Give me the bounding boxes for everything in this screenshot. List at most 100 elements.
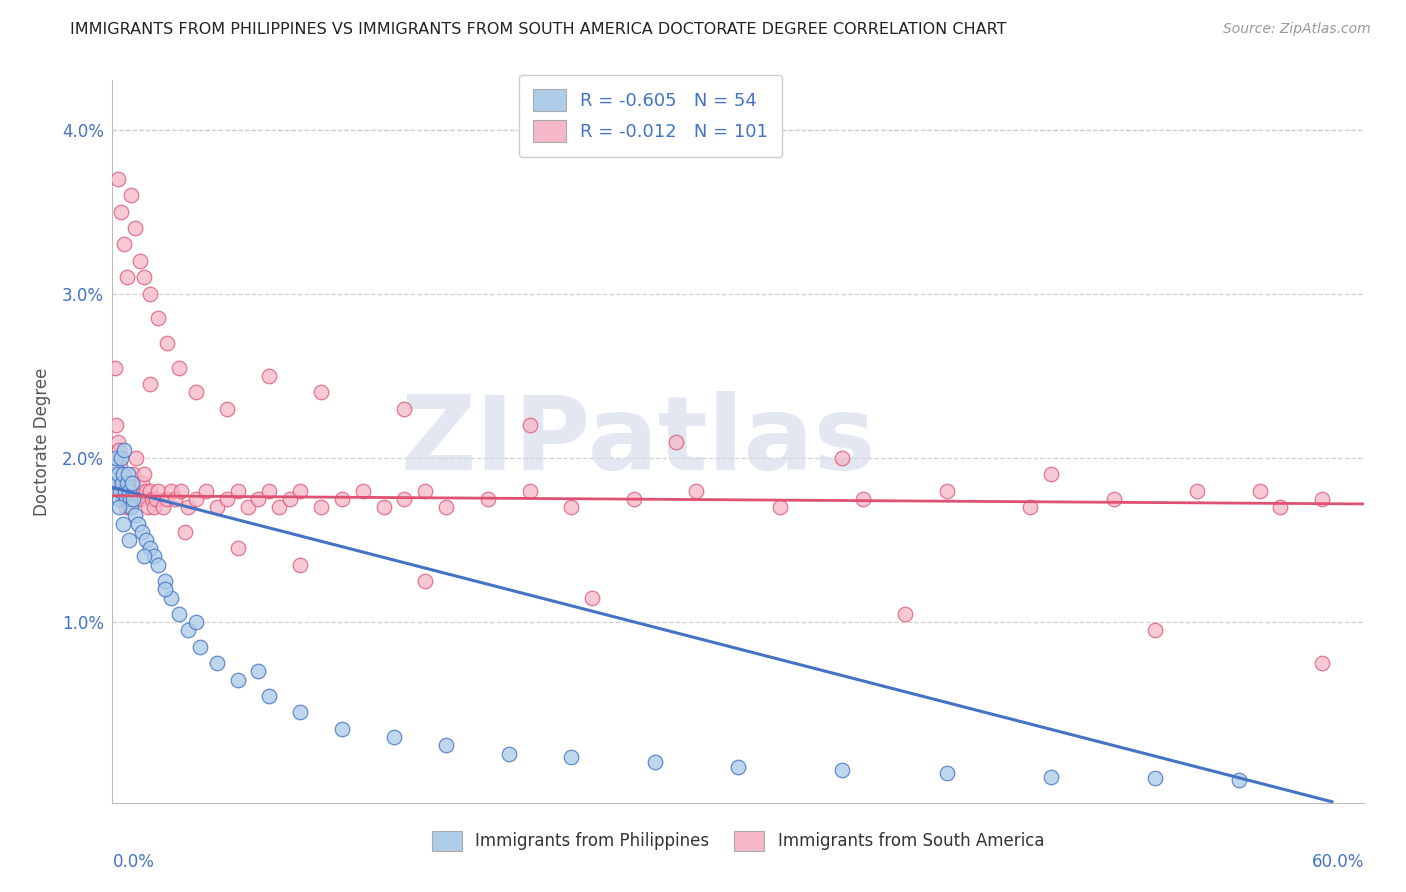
Point — [127, 483, 149, 498]
Point — [664, 434, 686, 449]
Point — [111, 475, 134, 490]
Point — [217, 491, 239, 506]
Point — [1227, 772, 1250, 787]
Point — [110, 450, 132, 465]
Point — [124, 491, 146, 506]
Point — [176, 500, 198, 515]
Point — [290, 483, 312, 498]
Point — [105, 475, 128, 490]
Point — [132, 549, 155, 564]
Point — [434, 739, 457, 753]
Point — [330, 491, 353, 506]
Point — [121, 475, 143, 490]
Point — [163, 491, 186, 506]
Point — [127, 516, 149, 531]
Point — [120, 500, 142, 515]
Point — [120, 491, 142, 506]
Point — [156, 336, 179, 351]
Point — [1144, 771, 1167, 785]
Text: 0.0%: 0.0% — [112, 854, 155, 871]
Point — [1019, 500, 1042, 515]
Point — [236, 500, 259, 515]
Point — [195, 483, 218, 498]
Point — [290, 558, 312, 572]
Point — [309, 500, 332, 515]
Point — [117, 467, 139, 482]
Point — [1310, 657, 1333, 671]
Point — [141, 491, 163, 506]
Point — [1249, 483, 1271, 498]
Point — [1039, 770, 1063, 784]
Point — [112, 491, 135, 506]
Point — [148, 558, 170, 572]
Point — [112, 237, 135, 252]
Point — [184, 491, 207, 506]
Point — [831, 450, 853, 465]
Point — [114, 475, 136, 490]
Point — [122, 491, 145, 506]
Point — [290, 706, 312, 720]
Point — [831, 763, 853, 777]
Point — [170, 483, 193, 498]
Point — [143, 500, 166, 515]
Point — [278, 491, 301, 506]
Point — [145, 491, 167, 506]
Point — [269, 500, 291, 515]
Point — [257, 689, 280, 703]
Point — [160, 591, 183, 605]
Point — [935, 766, 957, 780]
Point — [115, 270, 138, 285]
Point — [108, 483, 131, 498]
Point — [644, 755, 666, 769]
Point — [935, 483, 957, 498]
Point — [121, 475, 143, 490]
Point — [107, 442, 129, 457]
Point — [152, 500, 174, 515]
Point — [247, 491, 270, 506]
Text: ZIPatlas: ZIPatlas — [401, 391, 876, 492]
Point — [477, 491, 499, 506]
Point — [124, 508, 146, 523]
Point — [139, 483, 162, 498]
Point — [498, 747, 520, 761]
Point — [118, 533, 141, 547]
Point — [110, 204, 132, 219]
Point — [135, 483, 157, 498]
Point — [330, 722, 353, 736]
Point — [139, 541, 162, 556]
Point — [167, 360, 190, 375]
Point — [107, 491, 129, 506]
Point — [120, 491, 142, 506]
Point — [727, 760, 749, 774]
Point — [103, 360, 125, 375]
Point — [132, 270, 155, 285]
Point — [176, 624, 198, 638]
Point — [124, 483, 146, 498]
Point — [1102, 491, 1125, 506]
Text: IMMIGRANTS FROM PHILIPPINES VS IMMIGRANTS FROM SOUTH AMERICA DOCTORATE DEGREE CO: IMMIGRANTS FROM PHILIPPINES VS IMMIGRANT… — [70, 22, 1007, 37]
Point — [1144, 624, 1167, 638]
Point — [413, 483, 436, 498]
Point — [894, 607, 917, 621]
Point — [122, 467, 145, 482]
Text: 60.0%: 60.0% — [1312, 854, 1364, 871]
Point — [107, 467, 129, 482]
Point — [1039, 467, 1063, 482]
Legend: Immigrants from Philippines, Immigrants from South America: Immigrants from Philippines, Immigrants … — [423, 822, 1053, 860]
Point — [105, 475, 128, 490]
Text: Source: ZipAtlas.com: Source: ZipAtlas.com — [1223, 22, 1371, 37]
Point — [120, 500, 142, 515]
Point — [373, 500, 395, 515]
Point — [1310, 491, 1333, 506]
Point — [135, 533, 157, 547]
Y-axis label: Doctorate Degree: Doctorate Degree — [32, 368, 51, 516]
Point — [115, 475, 138, 490]
Point — [167, 607, 190, 621]
Point — [148, 311, 170, 326]
Point — [148, 483, 170, 498]
Point — [519, 418, 541, 433]
Point — [107, 171, 129, 186]
Point — [226, 673, 249, 687]
Point — [120, 188, 142, 202]
Point — [560, 749, 582, 764]
